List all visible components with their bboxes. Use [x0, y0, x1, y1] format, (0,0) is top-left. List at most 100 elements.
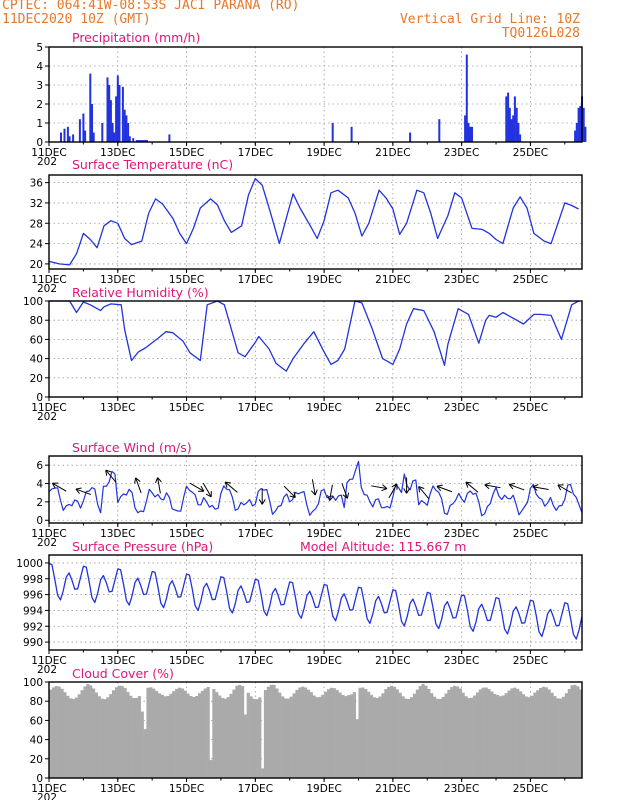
precip-bar — [582, 107, 585, 142]
cloud-bar — [387, 686, 391, 778]
cloud-bar — [289, 696, 293, 778]
cloud-xtick-label: 19DEC — [306, 783, 341, 795]
cloud-bar — [539, 688, 543, 778]
rh-ytick-label: 100 — [23, 296, 43, 308]
wind-arrow — [371, 484, 388, 492]
cloud-bar — [272, 684, 276, 778]
cloud-bar — [140, 711, 144, 778]
header-station: CPTEC: 064:41W-08:53S JACI PARANA (RO) — [2, 0, 300, 13]
cloud-ytick-label: 40 — [30, 735, 43, 747]
precip-bar — [512, 115, 515, 142]
cloud-bar — [338, 692, 342, 778]
cloud-bar — [361, 687, 365, 778]
cloud-ytick-label: 80 — [30, 696, 43, 708]
cloud-bar — [533, 692, 537, 778]
cloud-bar — [470, 697, 474, 778]
cloud-bar — [135, 698, 139, 778]
cloud-bar — [306, 689, 311, 778]
pres-title: Surface Pressure (hPa) — [72, 539, 213, 554]
wind-arrow — [508, 482, 525, 491]
cloud-bar — [461, 692, 465, 778]
cloud-bar — [157, 693, 162, 778]
pressure-line — [48, 562, 583, 640]
precip-bar — [115, 96, 118, 142]
cloud-bar — [143, 729, 147, 778]
pres-ytick-label: 990 — [23, 637, 43, 649]
precip-ytick-label: 3 — [36, 80, 43, 92]
cloud-bar — [332, 688, 336, 778]
precip-bar — [513, 96, 516, 142]
cloud-bar — [269, 684, 273, 778]
wind-arrow — [403, 477, 411, 494]
cloud-ytick-label: 100 — [23, 677, 43, 689]
cloud-bar — [536, 690, 540, 778]
precip-bar — [505, 96, 508, 142]
cloud-bar — [263, 690, 268, 778]
precip-bar — [507, 92, 510, 142]
cloud-bar — [275, 688, 279, 778]
cloud-bar — [438, 698, 442, 778]
wind-line — [48, 460, 583, 517]
cloud-bar — [364, 689, 368, 778]
cloud-bar — [109, 694, 113, 778]
cloud-bar — [519, 691, 523, 778]
cloud-bar — [169, 693, 173, 778]
precip-bar — [515, 107, 518, 142]
cloud-bar — [218, 695, 222, 778]
cloud-bar — [372, 697, 376, 778]
pres-year-stub: 202 — [37, 664, 57, 676]
precip-title: Precipitation (mm/h) — [72, 30, 200, 45]
wind-arrow — [105, 469, 117, 483]
cloud-bar — [114, 687, 119, 778]
rh-xtick-label: 13DEC — [100, 402, 135, 414]
precip-bar — [113, 132, 116, 142]
precip-bar — [63, 128, 66, 142]
precip-bar — [510, 119, 513, 142]
cloud-ytick-label: 0 — [36, 773, 43, 785]
precip-xtick-label: 19DEC — [306, 147, 341, 159]
cloud-bar — [315, 697, 319, 778]
cloud-bar — [490, 691, 494, 778]
precip-bar — [132, 138, 135, 142]
cloud-bar — [49, 689, 53, 778]
cloud-title: Cloud Cover (%) — [72, 666, 174, 681]
cloud-bar — [527, 697, 531, 778]
cloud-bar — [427, 689, 431, 778]
cloud-bar — [344, 696, 348, 778]
cloud-bar — [401, 696, 405, 778]
cloud-bar — [318, 696, 322, 778]
cloud-bar — [521, 694, 525, 778]
wind-ytick-label: 2 — [36, 497, 43, 509]
pres-xtick-label: 25DEC — [513, 655, 548, 667]
cloud-bar — [132, 697, 136, 778]
temp-frame — [48, 174, 583, 270]
cloud-bar — [556, 698, 560, 778]
precip-xtick-label: 25DEC — [513, 147, 548, 159]
pres-ytick-label: 994 — [23, 605, 43, 617]
cloud-bar — [418, 686, 422, 778]
wind-arrow — [75, 487, 92, 496]
header-datetime: 11DEC2020 10Z (GMT) — [2, 12, 151, 27]
precip-bar — [137, 140, 140, 142]
cloud-bar — [381, 693, 385, 778]
rh-ytick-label: 40 — [30, 354, 43, 366]
wind-arrow — [189, 482, 205, 492]
cloud-bar — [516, 688, 520, 778]
cloud-xtick-label: 13DEC — [100, 783, 135, 795]
precip-bar — [109, 100, 112, 142]
cloud-bar — [390, 685, 394, 778]
cloud-bar — [152, 688, 156, 778]
cloud-bar — [570, 685, 574, 778]
precip-bar — [128, 136, 131, 142]
cloud-bar — [329, 687, 333, 778]
wind-xtick-label: 23DEC — [444, 528, 479, 540]
pres-ytick-label: 996 — [23, 590, 43, 602]
precip-bar — [82, 113, 85, 142]
cloud-bar — [69, 698, 73, 778]
precip-bar — [471, 126, 473, 142]
cloud-bar — [123, 687, 127, 778]
cloud-bar — [229, 693, 233, 778]
cloud-bar — [186, 693, 190, 778]
precip-bar — [92, 132, 95, 142]
wind-arrow — [418, 486, 430, 500]
